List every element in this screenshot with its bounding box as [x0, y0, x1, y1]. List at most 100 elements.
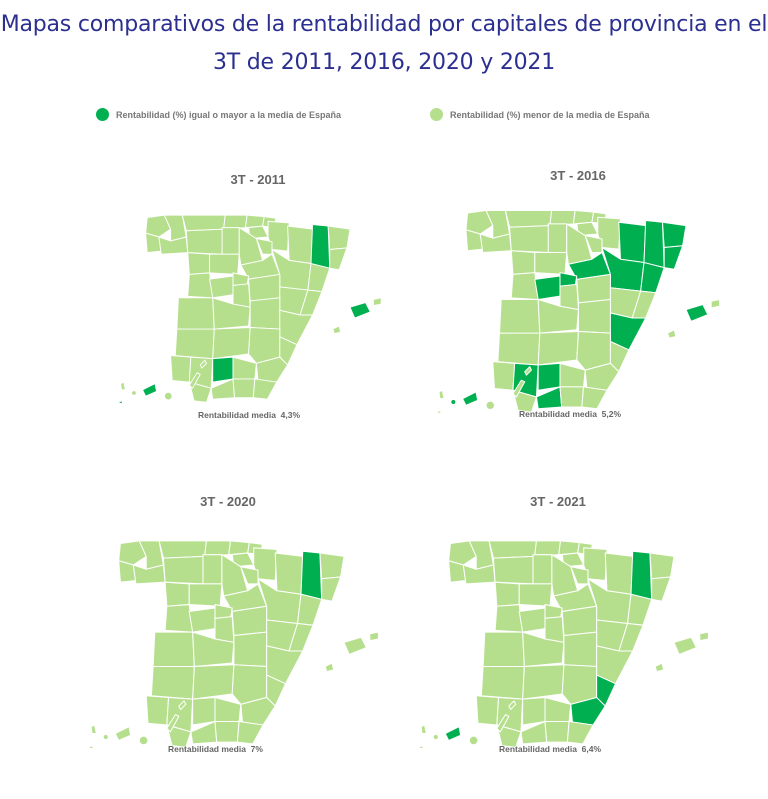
province-guadalajara — [576, 273, 611, 304]
province-gran-canaria — [163, 391, 173, 401]
province-gran-canaria — [468, 735, 479, 746]
province-santa-cruz-de-tenerife — [444, 726, 462, 741]
province-ibiza — [667, 329, 677, 339]
province-lanzarote — [508, 700, 517, 710]
province-lanzarote — [199, 359, 207, 369]
province-ibiza — [324, 662, 335, 673]
province-ávila — [188, 607, 216, 633]
average-label: Rentabilidad media — [198, 410, 276, 420]
spain-map-2016 — [435, 209, 721, 415]
province-la-gomera — [102, 733, 109, 741]
province-zamora — [510, 250, 536, 275]
province-jaén — [232, 356, 257, 380]
province-el-hierro — [117, 400, 123, 405]
map-panel-2016: 3T - 2016 Rentabilidad media 5,2% — [408, 168, 748, 458]
province-la-palma — [90, 724, 97, 735]
map-title: 3T - 2020 — [200, 494, 256, 509]
province-navarra — [253, 547, 278, 581]
province-girona — [649, 552, 675, 580]
province-huelva — [170, 355, 192, 383]
province-asturias — [488, 540, 537, 559]
average-value: 5,2% — [601, 409, 622, 419]
province-baleares — [685, 304, 709, 322]
province-a-coruña — [465, 209, 494, 235]
province-santa-cruz-de-tenerife — [462, 391, 479, 406]
province-tarragona — [307, 263, 331, 293]
province-granada — [232, 378, 256, 399]
province-la-gomera — [432, 733, 439, 741]
province-barcelona — [329, 247, 348, 271]
province-lleida — [300, 550, 323, 600]
map-shapes — [117, 214, 382, 405]
province-huelva — [145, 695, 170, 726]
legend-swatch-below — [430, 108, 443, 121]
province-guadalajara — [231, 605, 268, 637]
province-cádiz — [512, 389, 537, 413]
province-cuenca — [577, 299, 611, 334]
map-shapes — [87, 540, 379, 750]
map-shapes — [435, 209, 721, 415]
province-córdoba — [212, 356, 234, 383]
map-shapes — [417, 540, 709, 750]
province-granada — [214, 721, 240, 743]
province-cantabria — [549, 209, 576, 227]
province-palencia — [202, 554, 223, 585]
spain-map-2020 — [87, 540, 379, 750]
province-zamora — [494, 581, 520, 607]
province-córdoba — [537, 362, 561, 391]
province-toledo — [537, 299, 579, 334]
map-title: 3T - 2021 — [530, 494, 586, 509]
province-baleares — [343, 636, 367, 655]
province-valladolid — [534, 251, 568, 275]
province-toledo — [212, 297, 251, 330]
province-murcia — [255, 356, 289, 383]
province-navarra — [597, 216, 621, 250]
average-label: Rentabilidad media — [499, 744, 577, 754]
legend-label-below: Rentabilidad (%) menor de la media de Es… — [450, 109, 650, 120]
province-menorca — [710, 299, 721, 309]
province-ciudad-real — [537, 330, 579, 366]
province-cádiz — [496, 724, 522, 748]
page-title: Mapas comparativos de la rentabilidad po… — [0, 12, 768, 75]
legend-label-above: Rentabilidad (%) igual o mayor a la medi… — [116, 109, 342, 120]
province-salamanca — [494, 604, 524, 633]
province-fuerteventura — [512, 379, 526, 398]
province-a-coruña — [448, 540, 477, 566]
average-label: Rentabilidad media — [519, 409, 597, 419]
province-huesca — [274, 552, 304, 595]
province-badajoz — [497, 332, 541, 366]
province-tarragona — [297, 593, 323, 626]
province-cádiz — [166, 724, 192, 748]
province-baleares — [673, 636, 697, 655]
province-granada — [559, 386, 585, 408]
map-panel-2020: 3T - 2020 Rentabilidad media 7% — [58, 494, 398, 784]
province-gran-canaria — [138, 735, 149, 746]
province-león — [509, 225, 551, 253]
province-fuerteventura — [188, 372, 201, 389]
province-girona — [327, 225, 351, 250]
average-text: Rentabilidad media 7% — [168, 744, 263, 754]
map-title: 3T - 2011 — [230, 172, 286, 187]
province-murcia — [584, 362, 620, 391]
province-cuenca — [249, 297, 281, 330]
map-panel-2011: 3T - 2011 Rentabilidad media 4,3% — [88, 172, 428, 462]
province-valladolid — [518, 583, 553, 607]
province-almería — [236, 721, 264, 745]
province-granada — [544, 721, 570, 743]
province-ibiza — [332, 325, 342, 335]
province-león — [185, 228, 225, 255]
province-a-coruña — [145, 214, 172, 238]
province-huesca — [287, 225, 314, 264]
province-toledo — [522, 631, 565, 667]
province-lanzarote — [524, 366, 532, 376]
province-ibiza — [654, 662, 665, 673]
province-la-palma — [438, 389, 445, 400]
average-value: 4,3% — [280, 410, 301, 420]
province-lanzarote — [178, 700, 187, 710]
province-salamanca — [510, 272, 539, 301]
province-la-palma — [420, 724, 427, 735]
province-jaén — [559, 362, 586, 388]
province-cáceres — [152, 631, 195, 669]
province-córdoba — [522, 696, 546, 726]
average-label: Rentabilidad media — [168, 744, 246, 754]
